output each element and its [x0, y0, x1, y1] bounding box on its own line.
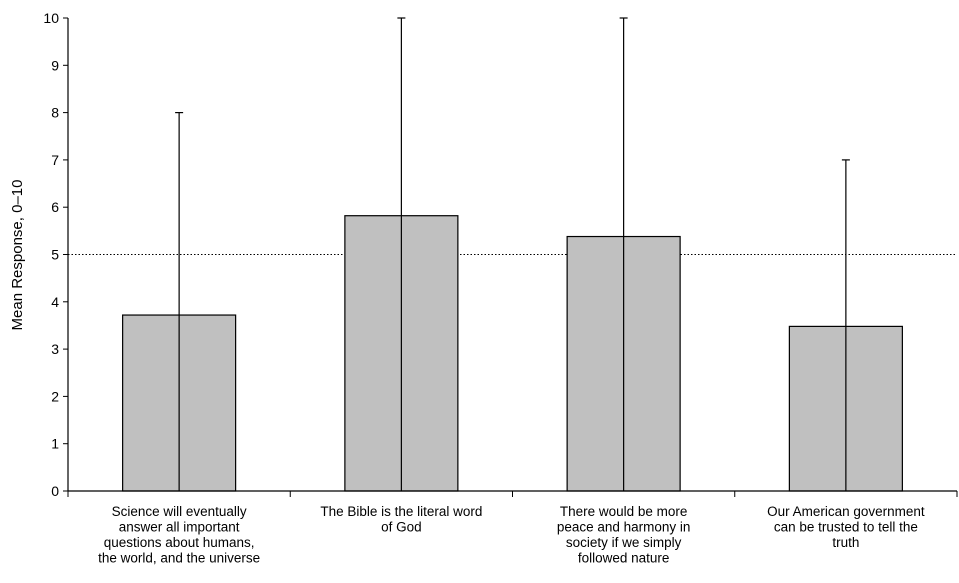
y-tick-label: 0 [51, 483, 59, 499]
x-category-label-line: of God [381, 520, 422, 535]
x-category-label-line: can be trusted to tell the [774, 520, 918, 535]
x-category-label: Our American government can be trusted to… [767, 504, 925, 550]
y-tick-label: 2 [51, 388, 59, 404]
x-category-label-line: There would be more [560, 504, 688, 519]
x-labels-group: Science will eventually answer all import… [98, 504, 925, 566]
x-category-label: The Bible is the literal word of God [320, 504, 482, 535]
y-tick-label: 4 [51, 294, 59, 310]
x-category-label-line: society if we simply [566, 535, 682, 550]
x-category-label: Science will eventually answer all import… [98, 504, 260, 566]
y-tick-label: 1 [51, 436, 59, 452]
x-category-label-line: peace and harmony in [557, 520, 691, 535]
y-tick-label: 8 [51, 105, 59, 121]
y-tick-label: 9 [51, 57, 59, 73]
y-tick-label: 7 [51, 152, 59, 168]
x-category-label-line: questions about humans, [104, 535, 255, 550]
y-tick-label: 10 [43, 10, 59, 26]
bars-group [122, 17, 903, 492]
y-ticks-group: 0 1 2 3 4 5 6 7 8 9 10 [43, 10, 68, 499]
x-category-label-line: followed nature [578, 551, 670, 566]
x-category-label-line: Science will eventually [112, 504, 247, 519]
x-category-label-line: the world, and the universe [98, 551, 260, 566]
y-tick-label: 5 [51, 247, 59, 263]
x-category-label-line: answer all important [119, 520, 240, 535]
x-category-label-line: truth [832, 535, 859, 550]
x-category-label-line: Our American government [767, 504, 925, 519]
y-axis-title: Mean Response, 0–10 [9, 180, 26, 331]
x-category-label-line: The Bible is the literal word [320, 504, 482, 519]
y-tick-label: 6 [51, 199, 59, 215]
x-category-label: There would be more peace and harmony in s… [557, 504, 691, 566]
y-tick-label: 3 [51, 341, 59, 357]
